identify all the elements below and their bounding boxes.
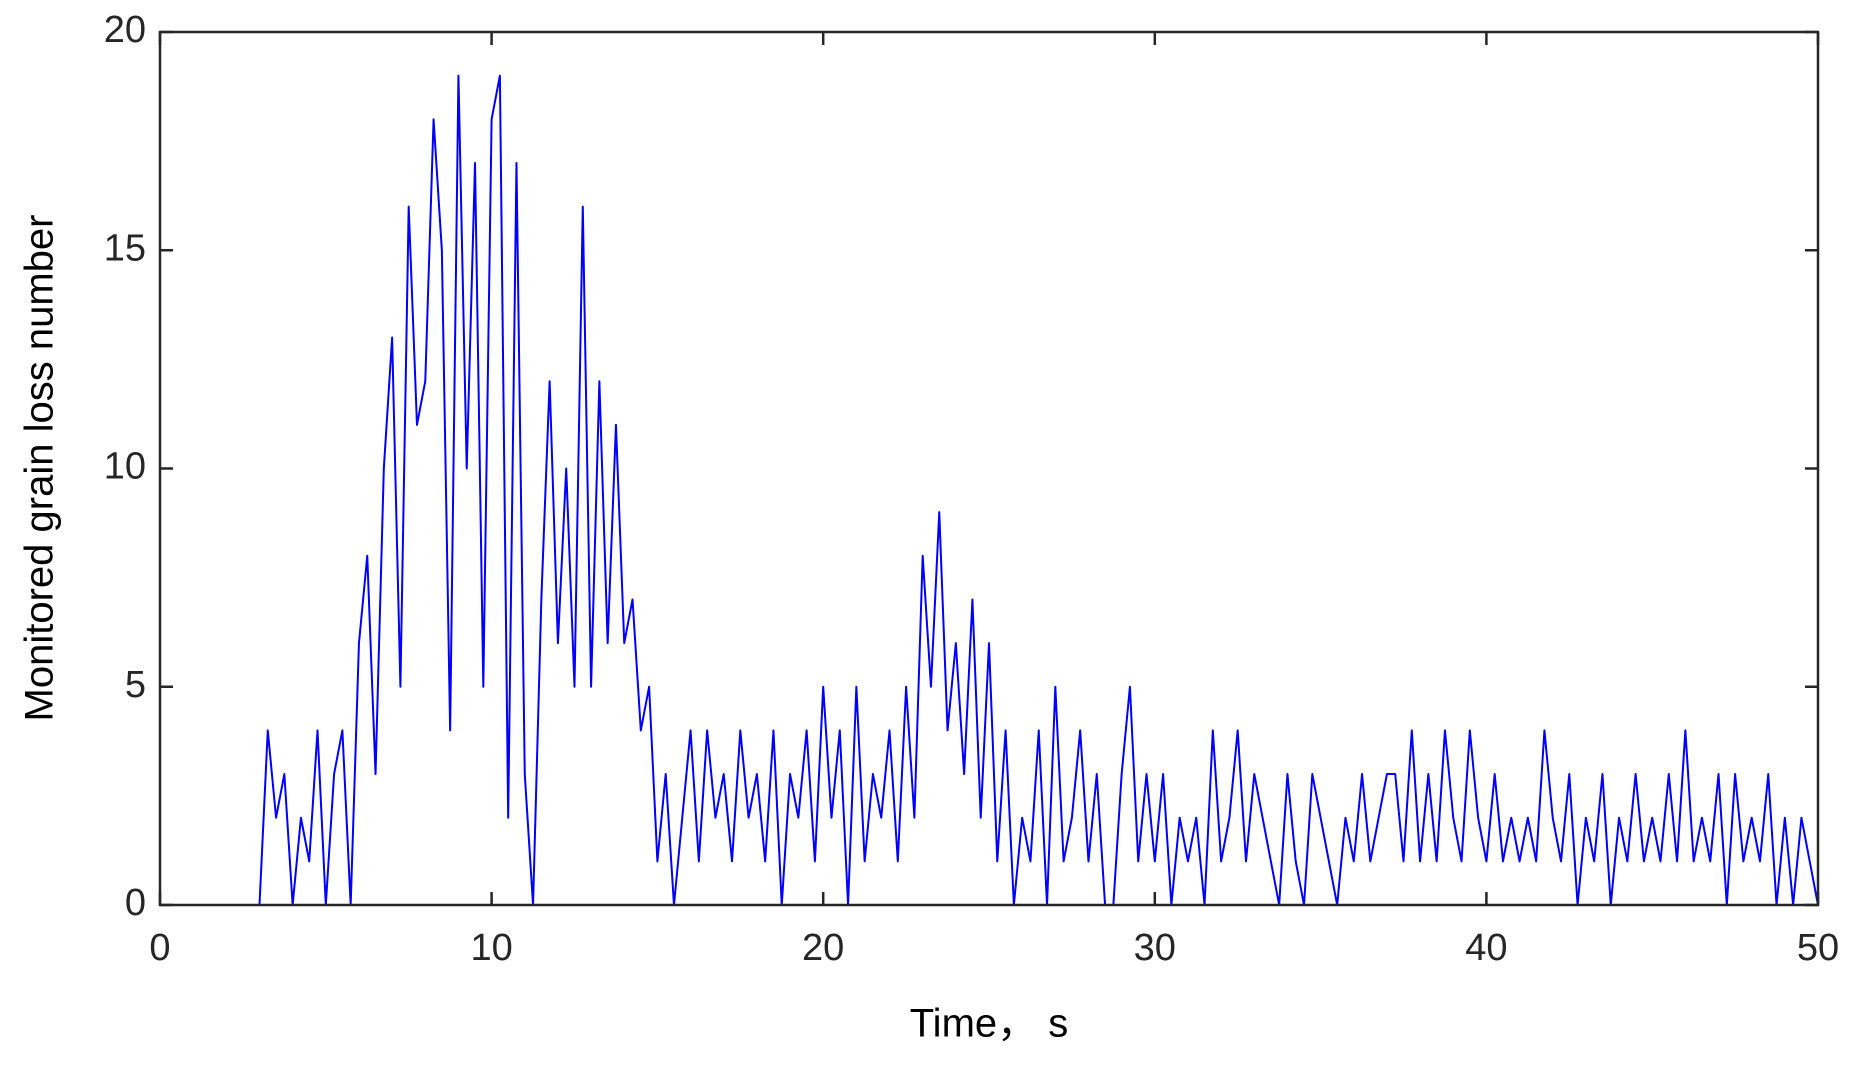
- y-tick-label: 0: [125, 882, 146, 924]
- y-tick-label: 5: [125, 664, 146, 706]
- data-line: [160, 74, 1819, 906]
- x-tick-label: 30: [1134, 927, 1176, 969]
- x-tick-label: 0: [149, 927, 170, 969]
- y-tick-label: 10: [104, 446, 146, 488]
- x-tick-label: 50: [1797, 927, 1839, 969]
- x-axis-label: Time， s: [910, 1002, 1069, 1046]
- x-tick-label: 40: [1465, 927, 1507, 969]
- y-tick-label: 20: [104, 9, 146, 51]
- x-tick-label: 10: [470, 927, 512, 969]
- x-tick-label: 20: [802, 927, 844, 969]
- y-tick-label: 15: [104, 227, 146, 269]
- y-axis-label: Monitored grain loss number: [18, 215, 62, 722]
